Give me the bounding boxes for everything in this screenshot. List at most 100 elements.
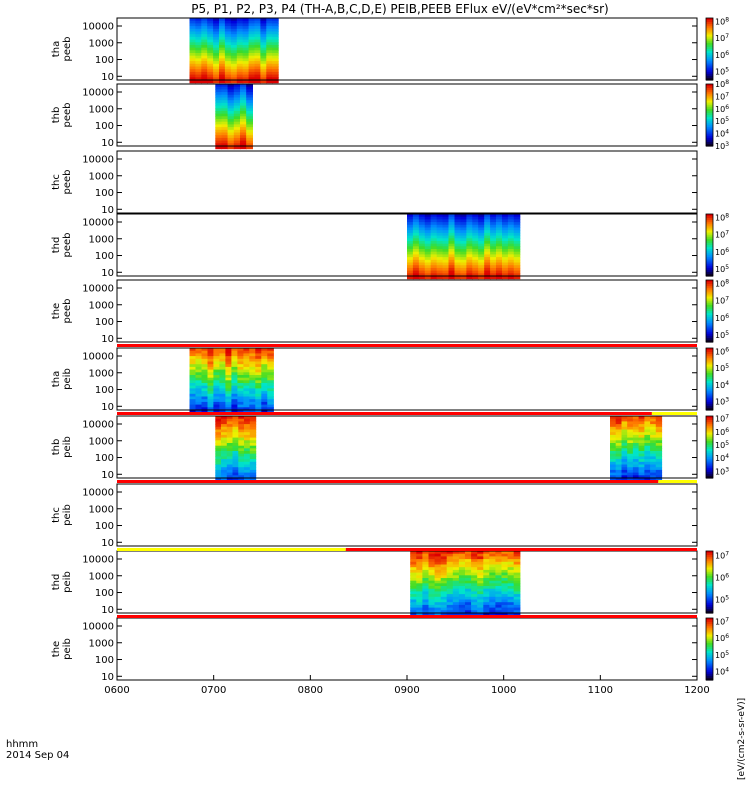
spectrogram-cell bbox=[412, 257, 420, 261]
spectrogram-cell bbox=[410, 586, 417, 590]
spectrogram-cell bbox=[483, 583, 490, 587]
spectrogram-cell bbox=[215, 418, 222, 422]
spectrogram-cell bbox=[501, 561, 509, 565]
spectrogram-cell bbox=[215, 472, 222, 476]
spectrogram-cell bbox=[501, 551, 509, 555]
colorbar-segment bbox=[706, 551, 713, 554]
panel-frame bbox=[116, 17, 698, 81]
spectrogram-cell bbox=[189, 361, 197, 365]
spectrogram-cell bbox=[249, 350, 256, 354]
spectrogram-cell bbox=[501, 604, 509, 609]
colorbar-segment bbox=[706, 405, 713, 409]
spectrogram-cell bbox=[236, 36, 244, 41]
spectrogram-cell bbox=[221, 475, 228, 479]
spectrogram-cell bbox=[513, 230, 521, 234]
spectrogram-cell bbox=[490, 232, 497, 237]
spectrogram-cell bbox=[434, 578, 442, 582]
spectrogram-cell bbox=[418, 230, 426, 234]
spectrogram-cell bbox=[513, 273, 521, 277]
spectrogram-cell bbox=[201, 353, 209, 357]
spectrogram-cell bbox=[412, 243, 420, 247]
spectrogram-cell bbox=[195, 18, 202, 22]
spectrogram-cell bbox=[201, 55, 208, 59]
spectrogram-cell bbox=[201, 26, 208, 30]
colorbar-segment bbox=[706, 420, 713, 423]
spectrogram-cell bbox=[231, 366, 238, 371]
colorbar-segment bbox=[706, 220, 713, 223]
spectrogram-cell bbox=[466, 249, 473, 253]
spectrogram-cell bbox=[489, 583, 496, 587]
colorbar-tick-exponent: 5 bbox=[725, 330, 729, 337]
colorbar-tick-label: 105 bbox=[715, 363, 729, 373]
spectrogram-cell bbox=[249, 353, 256, 357]
spectrogram-cell bbox=[407, 243, 414, 247]
spectrogram-cell bbox=[632, 440, 640, 444]
spectrogram-cell bbox=[448, 276, 455, 280]
spectrogram-cell bbox=[513, 599, 521, 603]
spectrogram-cell bbox=[418, 257, 426, 261]
spectrogram-cell bbox=[434, 561, 442, 565]
colorbar-segment bbox=[706, 117, 713, 120]
spectrogram-cell bbox=[261, 356, 268, 360]
spectrogram-cell bbox=[454, 230, 461, 234]
spectrogram-cell bbox=[454, 235, 461, 239]
spectrogram-cell bbox=[428, 586, 436, 590]
spectrogram-cell bbox=[219, 45, 226, 49]
spectrogram-cell bbox=[422, 567, 430, 571]
spectrogram-cell bbox=[261, 410, 268, 414]
spectrogram-cell bbox=[448, 219, 455, 223]
colorbar-segment bbox=[706, 75, 713, 79]
spectrogram-cell bbox=[621, 426, 628, 430]
spectrogram-cell bbox=[418, 273, 426, 277]
colorbar-tick-base: 10 bbox=[715, 551, 725, 560]
spectrogram-cell bbox=[189, 20, 196, 24]
spectrogram-cell bbox=[213, 50, 220, 54]
spectrogram-cell bbox=[477, 569, 484, 574]
spectrogram-cell bbox=[412, 259, 420, 263]
spectrogram-cell bbox=[219, 396, 226, 400]
colorbar-segment bbox=[706, 374, 713, 378]
colorbar-segment bbox=[706, 133, 713, 137]
panel-ylabel-product: peib bbox=[62, 504, 73, 526]
spectrogram-cell bbox=[502, 257, 509, 261]
spectrogram-cell bbox=[483, 553, 490, 557]
spectrogram-cell bbox=[255, 375, 262, 379]
spectrogram-cell bbox=[418, 259, 426, 263]
spectrogram-cell bbox=[650, 448, 657, 452]
colorbar-segment bbox=[706, 247, 713, 250]
spectrogram-cell bbox=[248, 26, 256, 30]
spectrogram-cell bbox=[442, 267, 450, 272]
y-tick-label: 10000 bbox=[82, 621, 114, 632]
colorbar-tick-exponent: 6 bbox=[725, 313, 729, 320]
y-tick-label: 10000 bbox=[82, 419, 114, 430]
spectrogram-cell bbox=[189, 369, 197, 373]
spectrogram-cell bbox=[513, 580, 521, 584]
colorbar-tick-exponent: 3 bbox=[725, 141, 729, 148]
spectrogram-cell bbox=[249, 424, 257, 428]
spectrogram-cell bbox=[448, 224, 455, 228]
spectrogram-cell bbox=[483, 602, 490, 606]
spectrogram-cell bbox=[448, 214, 455, 218]
spectrogram-cell bbox=[246, 116, 253, 120]
spectrogram-cell bbox=[219, 28, 226, 32]
spectrogram-cell bbox=[237, 407, 244, 411]
colorbar-tick-base: 10 bbox=[715, 213, 725, 222]
spectrogram-cell bbox=[219, 53, 226, 57]
spectrogram-cell bbox=[266, 47, 273, 51]
colorbar-segment bbox=[706, 638, 713, 642]
colorbar-tick-exponent: 7 bbox=[725, 296, 729, 303]
spectrogram-cell bbox=[489, 553, 496, 557]
spectrogram-cell bbox=[272, 34, 279, 38]
spectrogram-cell bbox=[610, 448, 617, 452]
spectrogram-cell bbox=[243, 361, 250, 365]
y-tick-label: 10 bbox=[101, 538, 114, 549]
spectrogram-cell bbox=[219, 50, 226, 54]
spectrogram-cell bbox=[260, 66, 267, 70]
y-tick-label: 10 bbox=[101, 672, 114, 683]
spectrogram-cell bbox=[513, 216, 521, 220]
spectrogram-cell bbox=[655, 426, 663, 430]
spectrogram-cell bbox=[219, 36, 226, 41]
spectrogram-cell bbox=[502, 254, 509, 258]
spectrogram-cell bbox=[233, 146, 241, 150]
spectrogram-cell bbox=[227, 116, 235, 120]
